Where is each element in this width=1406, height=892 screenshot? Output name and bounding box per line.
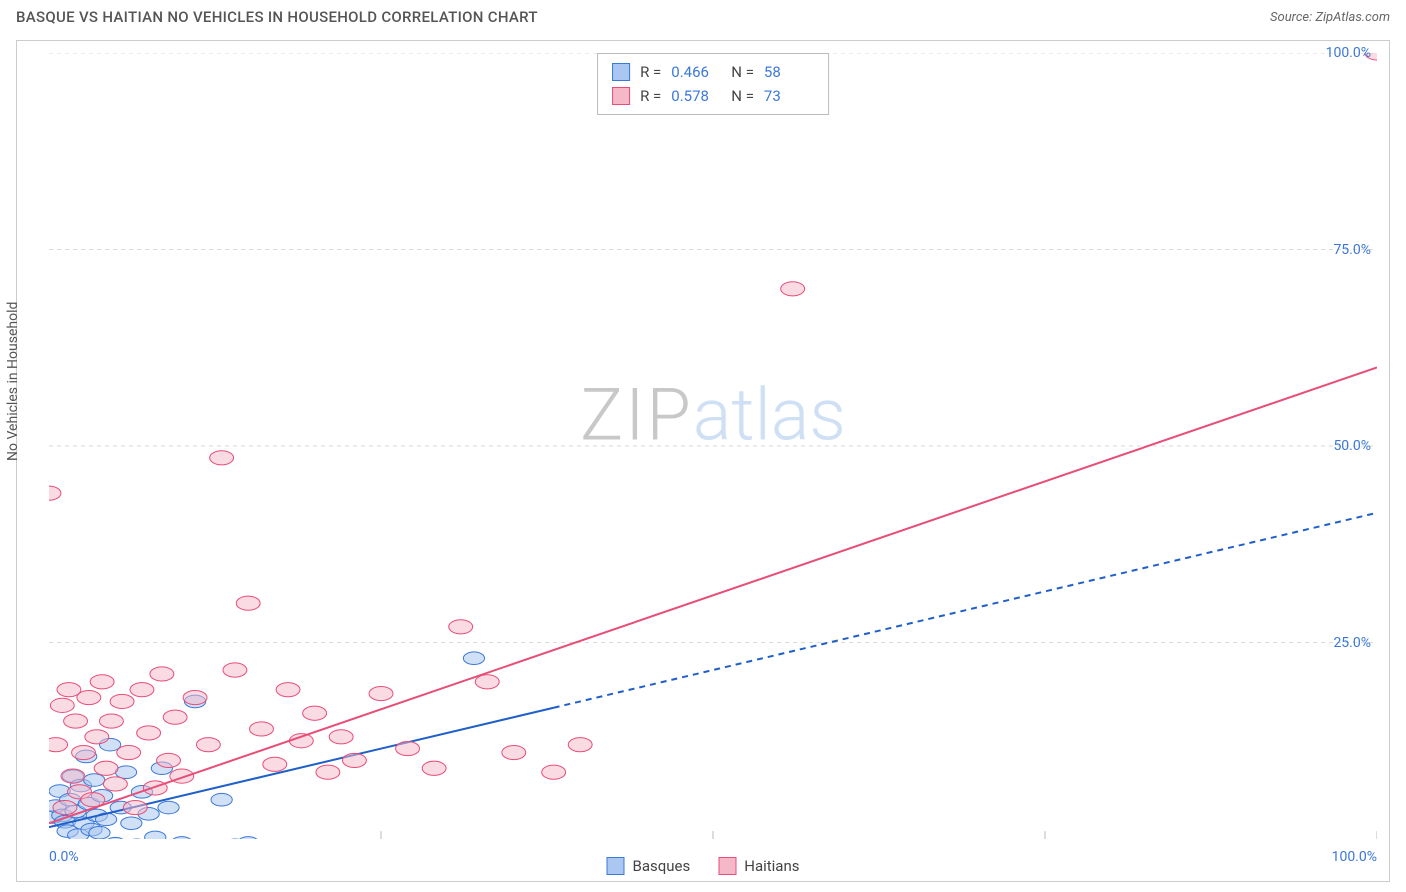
- legend-swatch: [607, 857, 625, 875]
- stats-row: R = 0.578 N = 73: [612, 84, 814, 108]
- y-tick-label: 50.0%: [1333, 438, 1371, 454]
- legend: Basques Haitians: [607, 857, 800, 875]
- source-name: ZipAtlas.com: [1315, 10, 1390, 25]
- legend-swatch: [718, 857, 736, 875]
- r-value: 0.466: [671, 60, 721, 84]
- legend-label: Haitians: [744, 857, 799, 875]
- y-tick-label: 25.0%: [1333, 635, 1371, 651]
- stats-box: R = 0.466 N = 58 R = 0.578 N = 73: [597, 53, 829, 115]
- n-value: 58: [764, 60, 814, 84]
- x-tick-label: 100.0%: [1332, 849, 1377, 865]
- series-swatch: [612, 87, 630, 105]
- legend-label: Basques: [633, 857, 691, 875]
- y-tick-label: 100.0%: [1326, 45, 1371, 61]
- x-tick-label: 0.0%: [49, 849, 79, 865]
- chart-container: No Vehicles in Household ZIPatlas R =0.4…: [16, 40, 1390, 882]
- source-prefix: Source:: [1270, 10, 1315, 25]
- plot-area: ZIPatlas R =0.466N =58R =0.578N =73 25.0…: [49, 53, 1377, 839]
- series-swatch: [612, 63, 630, 81]
- y-tick-label: 75.0%: [1333, 242, 1371, 258]
- legend-item: Haitians: [718, 857, 799, 875]
- n-label: N =: [731, 60, 754, 84]
- scatter-plot-svg: [49, 53, 1377, 839]
- r-value: 0.578: [671, 84, 721, 108]
- y-axis-label: No Vehicles in Household: [5, 302, 21, 461]
- stats-row: R = 0.466 N = 58: [612, 60, 814, 84]
- r-label: R =: [640, 84, 661, 108]
- chart-title: BASQUE VS HAITIAN NO VEHICLES IN HOUSEHO…: [16, 8, 538, 26]
- legend-item: Basques: [607, 857, 691, 875]
- n-label: N =: [731, 84, 754, 108]
- n-value: 73: [764, 84, 814, 108]
- r-label: R =: [640, 60, 661, 84]
- header-bar: BASQUE VS HAITIAN NO VEHICLES IN HOUSEHO…: [0, 0, 1406, 30]
- source-attribution: Source: ZipAtlas.com: [1270, 10, 1390, 25]
